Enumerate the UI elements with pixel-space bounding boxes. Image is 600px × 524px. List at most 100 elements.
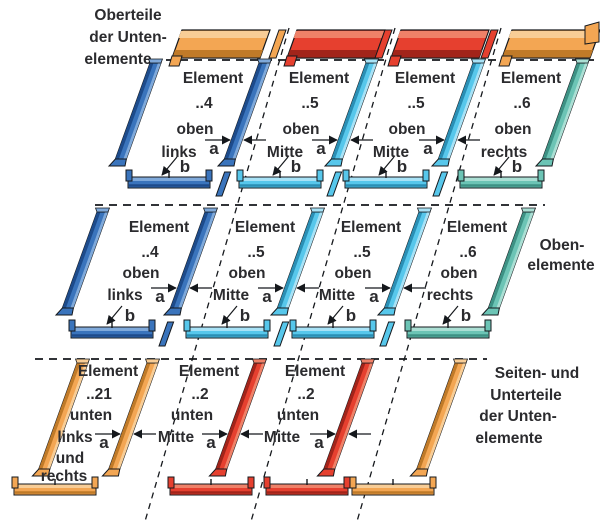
dim-b-label: b	[240, 306, 250, 325]
dim-b-label: b	[461, 306, 471, 325]
element-label: Element	[447, 219, 507, 236]
column-separator-line	[250, 27, 396, 521]
dim-a-label: a	[206, 433, 216, 452]
connector-sliver	[215, 171, 232, 197]
sill-bar	[403, 318, 493, 340]
dim-b-label: b	[180, 157, 190, 176]
element-position: Mitte	[158, 429, 195, 446]
element-label: Element	[183, 70, 243, 87]
element-position: rechts	[41, 468, 88, 485]
dim-b-arrow	[272, 156, 289, 176]
column-separator-line	[144, 27, 290, 521]
element-number: ..4	[195, 95, 213, 112]
element-position: rechts	[427, 287, 474, 304]
dim-b-arrow	[493, 156, 510, 176]
annotation-side-bottom-parts: der Unten-	[479, 408, 557, 425]
element-position: oben	[282, 121, 319, 138]
element-position: Mitte	[373, 144, 410, 161]
rail	[409, 358, 468, 477]
row-top-parts	[168, 21, 600, 67]
annotation-side-bottom-parts: Seiten- und	[495, 365, 579, 382]
dim-b-arrow	[442, 305, 459, 325]
element-number: ..5	[301, 95, 319, 112]
dim-b-label: b	[125, 306, 135, 325]
row-oben-2: Element ..4 oben links Element ..5 oben …	[55, 207, 536, 347]
element-label: Element	[235, 219, 295, 236]
annotation-side-bottom-parts: Unterteile	[490, 387, 562, 404]
element-position: Mitte	[213, 287, 250, 304]
element-position: links	[57, 429, 92, 446]
connector-sliver	[432, 171, 449, 197]
dim-a-label: a	[316, 139, 326, 158]
element-number: ..2	[191, 386, 208, 403]
element-label: Element	[395, 70, 455, 87]
column-separator-line	[356, 27, 502, 521]
element-position: links	[107, 287, 142, 304]
element-position: links	[161, 144, 196, 161]
element-number: ..21	[86, 386, 112, 403]
dim-b-arrow	[161, 156, 178, 176]
rail	[108, 58, 163, 167]
annotation-top-parts: der Unten-	[89, 29, 167, 46]
annotation-upper-elements: elemente	[527, 257, 595, 274]
sill-bar	[288, 318, 378, 340]
dim-b-label: b	[512, 157, 522, 176]
dim-b-arrow	[327, 305, 344, 325]
element-position: und	[56, 450, 84, 467]
rail	[55, 207, 110, 316]
dim-b-arrow	[378, 156, 395, 176]
dim-b-arrow	[221, 305, 238, 325]
row-oben-1: Element ..4 oben links Element ..5 oben …	[108, 58, 590, 197]
connector-sliver	[268, 29, 287, 59]
dim-a-label: a	[99, 433, 109, 452]
element-number: ..5	[247, 244, 265, 261]
annotation-upper-elements: Oben-	[540, 237, 585, 254]
dim-a-label: a	[314, 433, 324, 452]
connector-sliver	[273, 321, 290, 347]
element-number: ..2	[297, 386, 314, 403]
dim-a-label: a	[155, 287, 165, 306]
top-bar-end-cap	[584, 21, 600, 45]
sill-bar	[348, 475, 438, 497]
element-label: Element	[78, 363, 138, 380]
element-position: unten	[70, 407, 112, 424]
dim-a-label: a	[209, 139, 219, 158]
element-position: oben	[176, 121, 213, 138]
dim-a-label: a	[423, 139, 433, 158]
dim-b-label: b	[346, 306, 356, 325]
element-label: Element	[289, 70, 349, 87]
element-position: oben	[122, 265, 159, 282]
element-label: Element	[179, 363, 239, 380]
connector-sliver	[158, 321, 175, 347]
element-label: Element	[341, 219, 401, 236]
dim-a-label: a	[369, 287, 379, 306]
element-label: Element	[285, 363, 345, 380]
element-position: unten	[171, 407, 213, 424]
dim-b-label: b	[291, 157, 301, 176]
element-position: rechts	[481, 144, 528, 161]
element-position: Mitte	[267, 144, 304, 161]
sill-bar	[182, 318, 272, 340]
element-position: oben	[494, 121, 531, 138]
element-label: Element	[129, 219, 189, 236]
element-number: ..5	[353, 244, 371, 261]
element-label: Element	[501, 70, 561, 87]
dim-b-arrow	[106, 305, 123, 325]
element-position: oben	[388, 121, 425, 138]
element-position: Mitte	[264, 429, 301, 446]
dim-a-label: a	[262, 287, 272, 306]
annotation-top-parts: Oberteile	[94, 7, 162, 24]
sill-bar	[67, 318, 157, 340]
sill-bar	[235, 168, 325, 190]
element-position: oben	[228, 265, 265, 282]
element-position: unten	[277, 407, 319, 424]
annotation-top-parts: elemente	[84, 51, 152, 68]
annotation-side-bottom-parts: elemente	[475, 430, 543, 447]
dim-b-label: b	[397, 157, 407, 176]
element-number: ..6	[513, 95, 531, 112]
sill-bar	[124, 168, 214, 190]
row-unten: Element ..21 unten links und rechts Elem…	[10, 358, 468, 497]
element-number: ..6	[459, 244, 477, 261]
